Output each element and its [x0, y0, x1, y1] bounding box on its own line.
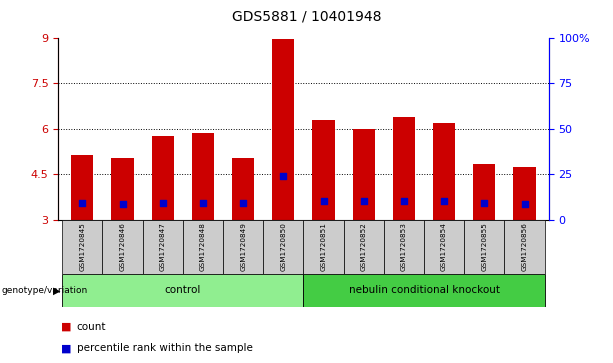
Bar — [112, 158, 134, 220]
Bar — [514, 167, 536, 220]
Bar — [393, 117, 415, 220]
Bar — [464, 220, 504, 274]
Text: GSM1720853: GSM1720853 — [401, 222, 407, 271]
Bar — [102, 220, 143, 274]
Bar — [272, 39, 294, 220]
Bar — [303, 274, 544, 307]
Bar — [504, 220, 544, 274]
Bar — [223, 220, 263, 274]
Text: count: count — [77, 322, 106, 332]
Text: GSM1720851: GSM1720851 — [321, 222, 327, 271]
Text: GSM1720856: GSM1720856 — [522, 222, 528, 271]
Bar — [192, 134, 214, 220]
Bar — [473, 164, 495, 220]
Text: GDS5881 / 10401948: GDS5881 / 10401948 — [232, 9, 381, 23]
Text: GSM1720849: GSM1720849 — [240, 222, 246, 271]
Text: genotype/variation: genotype/variation — [2, 286, 88, 295]
Point — [479, 200, 489, 206]
Point — [520, 201, 530, 207]
Text: ■: ■ — [61, 343, 72, 354]
Text: nebulin conditional knockout: nebulin conditional knockout — [349, 285, 500, 295]
Text: ▶: ▶ — [53, 285, 61, 295]
Text: ■: ■ — [61, 322, 72, 332]
Text: GSM1720855: GSM1720855 — [481, 222, 487, 271]
Bar — [344, 220, 384, 274]
Text: GSM1720846: GSM1720846 — [120, 222, 126, 271]
Point — [319, 199, 329, 204]
Bar — [71, 155, 93, 220]
Text: GSM1720847: GSM1720847 — [160, 222, 166, 271]
Point — [158, 200, 167, 206]
Bar — [232, 158, 254, 220]
Point — [278, 173, 288, 179]
Text: percentile rank within the sample: percentile rank within the sample — [77, 343, 253, 354]
Text: control: control — [165, 285, 201, 295]
Point — [198, 200, 208, 206]
Point — [399, 199, 409, 204]
Bar — [303, 220, 344, 274]
Bar — [433, 123, 455, 220]
Bar — [263, 220, 303, 274]
Point — [77, 200, 87, 206]
Bar — [143, 220, 183, 274]
Text: GSM1720852: GSM1720852 — [360, 222, 367, 271]
Text: GSM1720848: GSM1720848 — [200, 222, 206, 271]
Text: GSM1720850: GSM1720850 — [280, 222, 286, 271]
Bar — [352, 129, 375, 220]
Bar — [151, 136, 174, 220]
Point — [238, 200, 248, 206]
Point — [118, 201, 128, 207]
Bar — [63, 274, 303, 307]
Point — [440, 199, 449, 204]
Bar — [384, 220, 424, 274]
Point — [359, 199, 368, 204]
Bar — [424, 220, 464, 274]
Bar — [183, 220, 223, 274]
Bar — [313, 120, 335, 220]
Text: GSM1720854: GSM1720854 — [441, 222, 447, 271]
Bar — [63, 220, 102, 274]
Text: GSM1720845: GSM1720845 — [79, 222, 85, 271]
